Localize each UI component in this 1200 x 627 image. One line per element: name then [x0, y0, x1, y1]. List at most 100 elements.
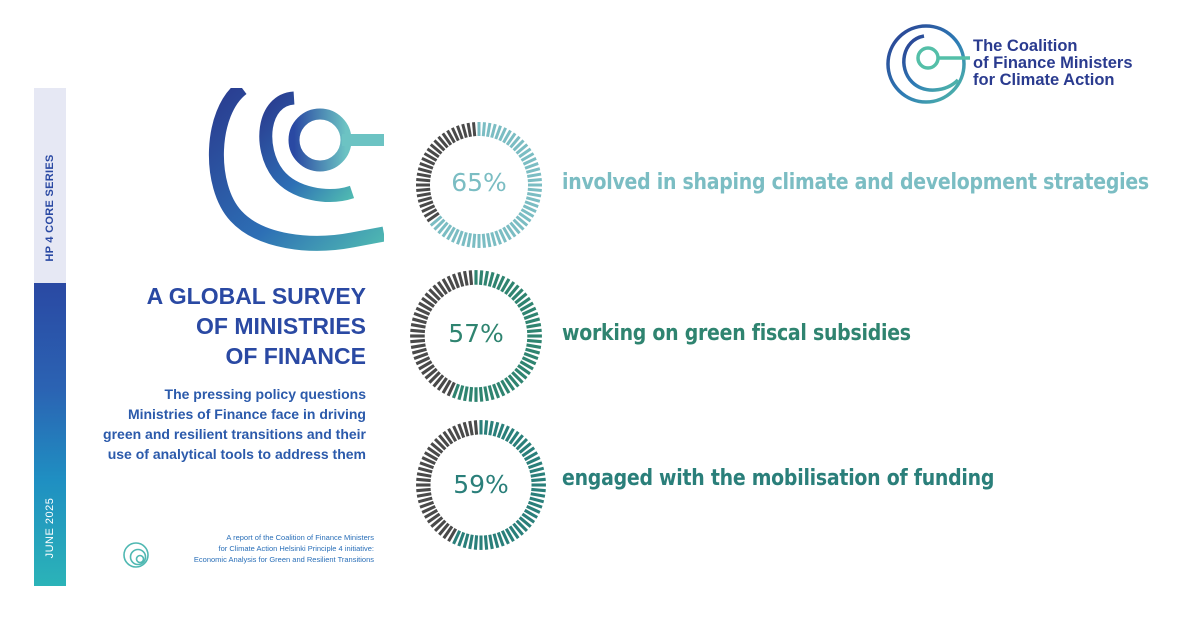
- ring-segment-filled: [437, 221, 449, 235]
- date-label: JUNE 2025: [44, 497, 56, 559]
- ring-segment-empty: [457, 423, 466, 439]
- ring-segment-filled: [509, 221, 521, 235]
- ring-segment-filled: [526, 338, 542, 344]
- ring-segment-empty: [417, 466, 433, 474]
- ring-segment-empty: [411, 317, 427, 325]
- ring-segment-filled: [519, 360, 534, 371]
- ring-segment-filled: [512, 139, 525, 152]
- footer-text: A report of the Coalition of Finance Min…: [159, 532, 374, 565]
- ring-segment-filled: [518, 147, 532, 159]
- ring-segment-filled: [524, 162, 539, 170]
- ring-segment-filled: [492, 533, 500, 549]
- series-label: HP 4 CORE SERIES: [44, 154, 56, 262]
- ring-segment-empty: [417, 167, 433, 174]
- ring-segment-filled: [429, 215, 443, 227]
- ring-segment-filled: [517, 296, 531, 308]
- ring-segment-filled: [507, 374, 520, 388]
- cover-title-line: A GLOBAL SURVEY: [146, 283, 366, 309]
- stat-description: involved in shaping climate and developm…: [562, 170, 1149, 195]
- ring-segment-filled: [522, 157, 537, 166]
- ring-segment-filled: [461, 231, 468, 247]
- cover-band-bottom: [34, 283, 66, 586]
- ring-segment-empty: [472, 122, 477, 137]
- coalition-mark-icon: [123, 542, 149, 568]
- ring-segment-filled: [473, 535, 479, 550]
- ring-segment-empty: [419, 500, 435, 509]
- ring-segment-filled: [496, 531, 505, 547]
- ring-segment-empty: [410, 323, 426, 329]
- ring-segment-empty: [421, 364, 435, 376]
- ring-segment-empty: [416, 472, 432, 478]
- ring-segment-filled: [520, 152, 535, 162]
- ring-segment-empty: [463, 270, 469, 286]
- ring-segment-filled: [529, 466, 545, 474]
- ring-segment-empty: [451, 273, 460, 289]
- ring-segment-empty: [466, 122, 472, 138]
- ring-segment-filled: [487, 271, 495, 287]
- ring-segment-empty: [436, 377, 448, 391]
- ring-segment-filled: [525, 347, 541, 355]
- stat-description: engaged with the mobilisation of funding: [562, 466, 995, 491]
- ring-segment-empty: [419, 162, 434, 170]
- stat-description: working on green fiscal subsidies: [562, 321, 911, 346]
- ring-segment-filled: [508, 525, 520, 540]
- report-cover[interactable]: HP 4 CORE SERIES JUNE 2025 A GLOBAL SURV…: [34, 88, 384, 586]
- ring-segment-empty: [423, 451, 439, 462]
- ring-segment-filled: [494, 125, 502, 140]
- ring-segment-filled: [530, 472, 546, 478]
- ring-segment-filled: [490, 231, 497, 247]
- cover-title-line: OF MINISTRIES: [196, 313, 366, 339]
- ring-segment-filled: [456, 230, 464, 245]
- ring-segment-filled: [487, 385, 495, 401]
- ring-segment-empty: [442, 525, 454, 540]
- ring-segment-filled: [508, 430, 520, 445]
- ring-segment-empty: [426, 512, 441, 524]
- ring-segment-empty: [421, 204, 436, 213]
- ring-segment-filled: [531, 477, 546, 483]
- ring-segment-filled: [504, 527, 515, 543]
- ring-segment-filled: [500, 379, 511, 394]
- ring-segment-empty: [424, 367, 438, 380]
- ring-segment-empty: [447, 527, 458, 543]
- ring-segment-empty: [428, 371, 441, 384]
- ring-segment-filled: [523, 451, 539, 462]
- ring-segment-filled: [451, 383, 460, 399]
- ring-segment-filled: [504, 427, 515, 443]
- ring-segment-filled: [492, 273, 501, 289]
- progress-ring: [410, 270, 542, 402]
- ring-segment-empty: [468, 270, 474, 286]
- ring-segment-filled: [492, 421, 500, 437]
- ring-segment-filled: [514, 292, 528, 305]
- ring-segment-filled: [525, 167, 541, 174]
- ring-segment-empty: [433, 139, 446, 152]
- ring-segment-empty: [423, 152, 438, 162]
- ring-segment-empty: [419, 200, 434, 208]
- ring-segment-empty: [421, 456, 436, 466]
- ring-segment-empty: [416, 487, 431, 493]
- ring-segment-empty: [430, 442, 444, 454]
- ring-segment-empty: [418, 360, 433, 371]
- ring-segment-filled: [457, 385, 465, 401]
- ring-segment-filled: [492, 383, 501, 399]
- ring-segment-filled: [486, 122, 492, 138]
- progress-ring: [416, 420, 546, 550]
- ring-segment-filled: [481, 233, 486, 248]
- ring-segment-filled: [466, 232, 472, 248]
- ring-segment-empty: [446, 275, 456, 291]
- ring-segment-filled: [527, 461, 543, 470]
- ring-segment-filled: [525, 317, 541, 325]
- ring-segment-filled: [509, 135, 521, 149]
- ring-segment-filled: [523, 508, 539, 519]
- ring-segment-filled: [523, 311, 539, 320]
- ring-segment-filled: [515, 215, 529, 227]
- ring-segment-filled: [494, 230, 502, 245]
- stat-percent: 57%: [448, 319, 504, 348]
- ring-segment-filled: [502, 226, 512, 241]
- ring-segment-empty: [416, 192, 432, 198]
- ring-segment-empty: [416, 187, 431, 192]
- ring-segment-empty: [446, 381, 456, 397]
- ring-segment-empty: [433, 519, 447, 533]
- progress-ring: [416, 122, 542, 248]
- ring-segment-empty: [441, 278, 452, 293]
- coalition-logo[interactable]: The Coalition of Finance Ministers for C…: [884, 22, 1184, 106]
